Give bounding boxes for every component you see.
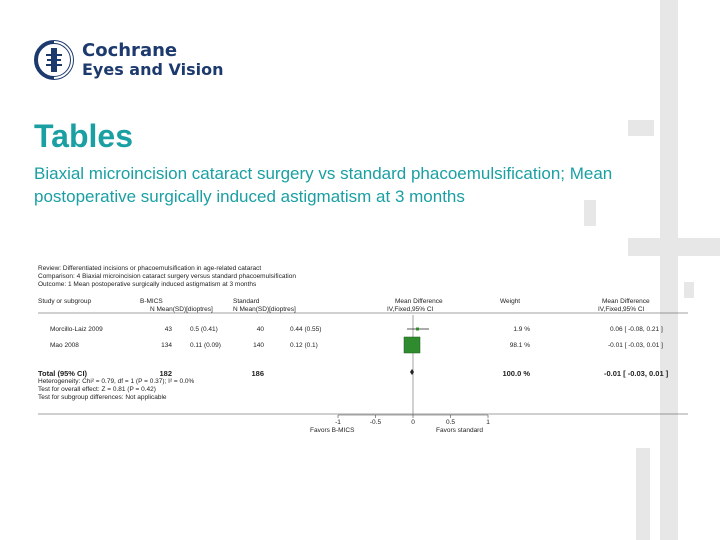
cochrane-logo: Cochrane Eyes and Vision: [34, 40, 224, 80]
axis-tick-label: -1: [335, 419, 341, 426]
total-weight: 100.0 %: [502, 369, 530, 378]
decorative-bar: [584, 200, 596, 226]
study-mean-sd-1: 0.5 (0.41): [190, 326, 218, 333]
total-n1: 182: [159, 369, 172, 378]
brand-name: Cochrane: [82, 40, 178, 61]
cochrane-logo-icon: [34, 40, 74, 80]
total-n2: 186: [251, 369, 264, 378]
total-label: Total (95% CI): [38, 369, 88, 378]
comparison-line: Comparison: 4 Biaxial microincision cata…: [38, 273, 296, 280]
header-mean-difference-2: Mean Difference: [602, 298, 650, 305]
study-name: Mao 2008: [50, 342, 79, 349]
study-ci: 0.06 [ -0.08, 0.21 ]: [610, 326, 663, 333]
total-effect-diamond: [410, 369, 414, 375]
decorative-bar: [628, 238, 720, 256]
study-n1: 134: [161, 342, 172, 349]
study-weight: 98.1 %: [509, 342, 530, 349]
favours-left-label: Favors B-MICS: [310, 427, 355, 434]
header-mean-difference: Mean Difference: [395, 298, 443, 305]
total-ci: -0.01 [ -0.03, 0.01 ]: [604, 369, 669, 378]
page-title: Tables: [34, 118, 133, 154]
study-mean-sd-2: 0.12 (0.1): [290, 342, 318, 349]
study-mean-sd-1: 0.11 (0.09): [190, 342, 221, 349]
forest-plot: Review: Differentiated incisions or phac…: [38, 265, 688, 440]
study-n2: 140: [253, 342, 264, 349]
axis-tick-label: -0.5: [370, 419, 382, 426]
header-weight: Weight: [500, 298, 521, 305]
study-effect-marker: [416, 327, 419, 331]
study-n2: 40: [256, 326, 264, 333]
review-line: Review: Differentiated incisions or phac…: [38, 265, 262, 272]
study-name: Morcillo-Laiz 2009: [50, 326, 103, 333]
decorative-bar: [660, 0, 678, 540]
heterogeneity-text: Heterogeneity: Chi² = 0.79, df = 1 (P = …: [38, 378, 195, 385]
overall-effect-text: Test for overall effect: Z = 0.81 (P = 0…: [38, 386, 156, 393]
header-mean-difference-2-sub: IV,Fixed,95% CI: [598, 306, 645, 313]
axis-tick-label: 1: [486, 419, 490, 426]
outcome-line: Outcome: 1 Mean postoperative surgically…: [38, 281, 257, 288]
study-mean-sd-2: 0.44 (0.55): [290, 326, 322, 333]
favours-right-label: Favors standard: [436, 427, 483, 434]
header-mean-difference-sub: IV,Fixed,95% CI: [387, 306, 434, 313]
header-study: Study or subgroup: [38, 298, 92, 305]
subgroup-differences-text: Test for subgroup differences: Not appli…: [38, 394, 167, 401]
header-group1: B-MICS: [140, 298, 163, 305]
forest-plot-graphic: -1 -0.5 0 0.5 1 Favors B-MICS Favors sta…: [38, 312, 688, 434]
study-weight: 1.9 %: [513, 326, 530, 333]
header-group2: Standard: [233, 298, 260, 305]
brand-subname: Eyes and Vision: [82, 60, 224, 79]
header-group2-sub: N Mean(SD)[dioptres]: [233, 306, 296, 313]
decorative-bar: [684, 282, 694, 298]
axis-tick-label: 0: [411, 419, 415, 426]
axis-tick-label: 0.5: [446, 419, 455, 426]
decorative-bar: [628, 120, 654, 136]
study-ci: -0.01 [ -0.03, 0.01 ]: [608, 342, 663, 349]
study-effect-marker: [403, 336, 421, 354]
page-subtitle: Biaxial microincision cataract surgery v…: [34, 164, 613, 206]
axis-ticks: [337, 415, 489, 418]
decorative-bar: [636, 448, 650, 540]
study-n1: 43: [164, 326, 172, 333]
header-group1-sub: N Mean(SD)[dioptres]: [150, 306, 213, 313]
